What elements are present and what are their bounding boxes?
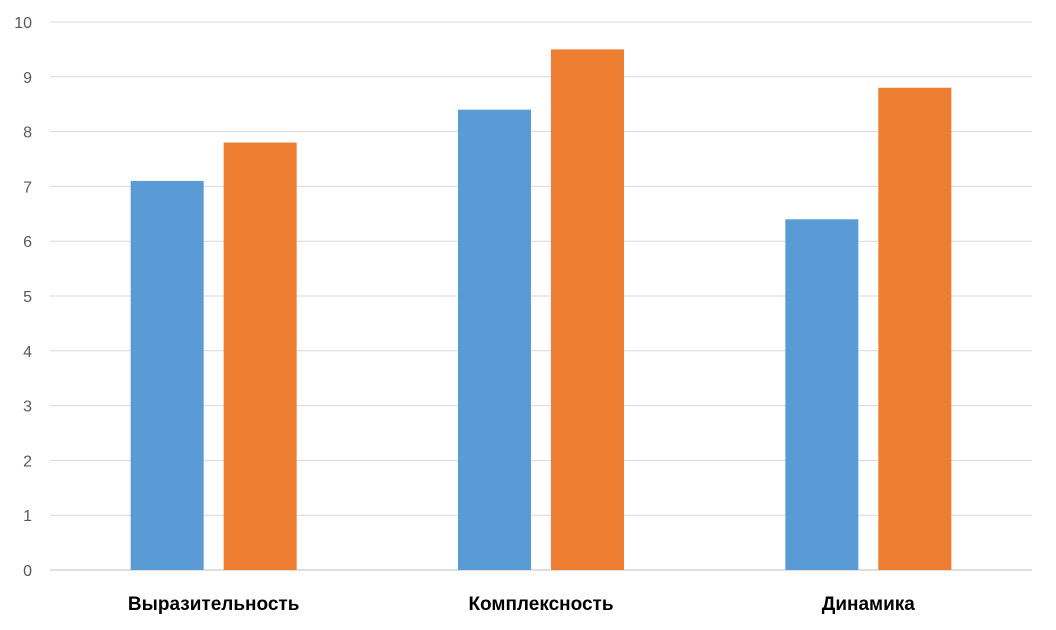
gridlines [50, 21, 1032, 571]
y-tick-label: 9 [23, 70, 32, 87]
y-tick-label: 5 [23, 289, 32, 306]
y-tick-label: 2 [23, 453, 32, 470]
y-tick-label: 6 [23, 234, 32, 251]
x-category-label: Выразительность [128, 594, 299, 615]
y-tick-label: 10 [14, 15, 32, 32]
x-category-label: Динамика [822, 594, 916, 615]
x-axis-category-labels: Выразительность Комплексность Динамика [128, 594, 915, 615]
bar-series-2-category-3 [878, 87, 952, 570]
y-tick-label: 7 [23, 179, 32, 196]
bar-series-1-category-1 [130, 180, 204, 571]
bar-series-1-category-3 [785, 219, 859, 570]
y-axis-tick-labels: 0 1 2 3 4 5 6 7 8 9 10 [14, 15, 32, 580]
y-tick-label: 0 [23, 563, 32, 580]
y-tick-label: 3 [23, 399, 32, 416]
x-category-label: Комплексность [468, 594, 613, 615]
y-tick-label: 1 [23, 508, 32, 525]
y-tick-label: 4 [23, 344, 32, 361]
bar-series-2-category-2 [551, 49, 624, 570]
bar-series-2-category-1 [223, 142, 297, 570]
y-tick-label: 8 [23, 125, 32, 142]
bars [130, 49, 952, 571]
bar-series-1-category-2 [458, 109, 531, 571]
